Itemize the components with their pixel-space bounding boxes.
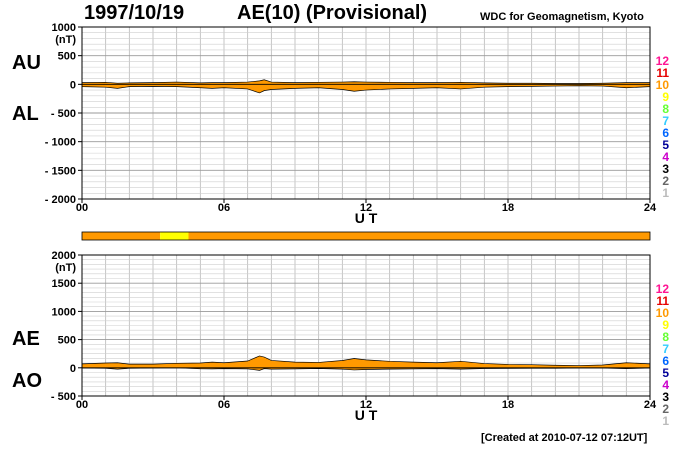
ao-label: AO	[12, 370, 42, 392]
panel1-legend-item-5: 5	[662, 138, 669, 152]
panel2-y-tick-label: 500	[58, 335, 76, 347]
panel1-legend-item-12: 12	[656, 54, 670, 68]
panel1-legend-item-9: 9	[662, 90, 669, 104]
panel1-x-axis-label: U T	[355, 210, 378, 226]
panel1-x-tick-label: 06	[218, 202, 230, 214]
panel2-y-tick-label: 0	[70, 363, 76, 375]
station-bar-segment	[82, 232, 161, 240]
panel1-x-tick-label: 24	[644, 202, 657, 214]
panel2-y-tick-label: - 500	[51, 391, 76, 403]
panel2-ae-area	[81, 355, 651, 369]
station-bar-frame	[81, 231, 651, 241]
created-timestamp: [Created at 2010-07-12 07:12UT]	[481, 432, 648, 444]
panel1-y-unit-label: (nT)	[55, 34, 76, 46]
panel2-x-tick-label: 06	[218, 399, 230, 411]
panel2-y-tick-label: 2000	[52, 250, 76, 262]
panel2-legend-item-2: 2	[662, 402, 669, 416]
station-bar-segment	[160, 232, 189, 240]
al-label: AL	[12, 103, 39, 125]
panel1-y-tick-label: 0	[70, 79, 76, 91]
panel2-legend-item-7: 7	[662, 342, 669, 356]
panel1-legend-item-7: 7	[662, 114, 669, 128]
panel2-legend-item-9: 9	[662, 318, 669, 332]
panel2-y-tick-label: 1000	[52, 306, 76, 318]
panel2-legend-item-10: 10	[656, 306, 670, 320]
plot-date: 1997/10/19	[84, 2, 185, 24]
panel1-y-tick-label: 1000	[52, 22, 76, 34]
panel1-x-tick-label: 12	[360, 202, 372, 214]
panel2-legend-item-1: 1	[662, 414, 669, 428]
panel2-legend-item-6: 6	[662, 354, 669, 368]
panel2-x-tick-label: 12	[360, 399, 372, 411]
panel1-x-tick-label: 00	[76, 202, 88, 214]
data-source: WDC for Geomagnetism, Kyoto	[480, 11, 644, 23]
panel1-y-tick-label: - 1000	[45, 137, 76, 149]
panel2-legend-item-12: 12	[656, 282, 670, 296]
plot-title: AE(10) (Provisional)	[237, 2, 428, 24]
panel1-y-tick-label: - 500	[51, 108, 76, 120]
panel2-y-unit-label: (nT)	[55, 262, 76, 274]
panel1-y-tick-label: 500	[58, 51, 76, 63]
panel2-legend-item-5: 5	[662, 366, 669, 380]
panel1-legend-item-10: 10	[656, 78, 670, 92]
panel2-legend-item-8: 8	[662, 330, 669, 344]
panel2-legend-item-3: 3	[662, 390, 669, 404]
au-label: AU	[12, 52, 41, 74]
ae-label: AE	[12, 328, 40, 350]
panel1-legend-item-3: 3	[662, 162, 669, 176]
panel1-y-tick-label: - 1500	[45, 165, 76, 177]
panel1-x-tick-label: 18	[502, 202, 514, 214]
panel2-x-tick-label: 24	[644, 399, 657, 411]
panel1-legend-item-1: 1	[662, 186, 669, 200]
panel1-legend-item-2: 2	[662, 174, 669, 188]
panel1-legend-item-11: 11	[656, 66, 669, 80]
panel1-y-tick-label: - 2000	[45, 194, 76, 206]
panel2-legend-item-4: 4	[662, 378, 669, 392]
station-bar-segment	[188, 232, 650, 240]
panel1-legend-item-6: 6	[662, 126, 669, 140]
panel2-x-axis-label: U T	[355, 407, 378, 423]
panel2-x-tick-label: 00	[76, 399, 88, 411]
panel1-legend-item-8: 8	[662, 102, 669, 116]
panel2-legend-item-11: 11	[656, 294, 669, 308]
panel1-legend-item-4: 4	[662, 150, 669, 164]
panel2-y-tick-label: 1500	[52, 278, 76, 290]
panel2-x-tick-label: 18	[502, 399, 514, 411]
